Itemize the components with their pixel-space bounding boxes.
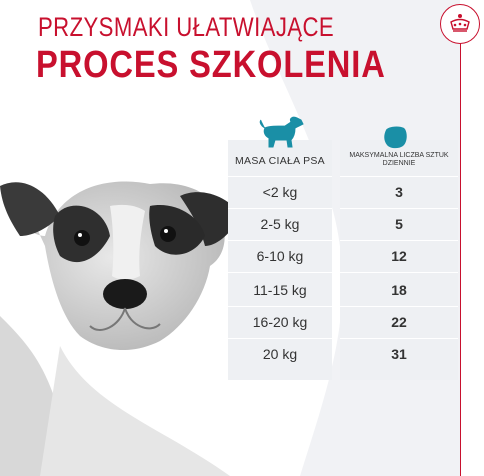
row-separator (228, 208, 332, 209)
row-separator (228, 338, 332, 339)
weight-cell: 16-20 kg (252, 314, 308, 330)
weight-cell: 11-15 kg (253, 282, 307, 298)
row-separator (340, 208, 458, 209)
daily-amount-column (340, 140, 458, 380)
crown-icon (450, 14, 470, 32)
weight-cell: 20 kg (262, 346, 298, 362)
weight-column (228, 140, 332, 380)
daily-amount-cell: 5 (395, 216, 403, 232)
row-separator (228, 176, 332, 177)
weight-header: MASA CIAŁA PSA (235, 155, 325, 167)
treat-icon (384, 126, 407, 149)
row-separator (340, 272, 458, 273)
brand-divider-line (460, 38, 461, 476)
heading-title: PROCES SZKOLENIA (36, 44, 386, 86)
daily-amount-cell: 3 (395, 184, 403, 200)
weight-cell: 2-5 kg (260, 216, 300, 232)
daily-amount-cell: 12 (391, 248, 407, 264)
row-separator (340, 240, 458, 241)
row-separator (340, 176, 458, 177)
dog-photo (0, 181, 240, 476)
brand-badge (440, 4, 480, 44)
dog-icon (259, 116, 304, 148)
row-separator (228, 306, 332, 307)
daily-amount-cell: 22 (391, 314, 407, 330)
daily-amount-cell: 31 (391, 346, 407, 362)
row-separator (340, 338, 458, 339)
heading-subtitle: PRZYSMAKI UŁATWIAJĄCE (38, 12, 335, 42)
row-separator (340, 306, 458, 307)
row-separator (228, 272, 332, 273)
daily-amount-header: MAKSYMALNA LICZBA SZTUK DZIENNIE (349, 152, 449, 167)
daily-amount-cell: 18 (391, 282, 407, 298)
weight-cell: 6-10 kg (256, 248, 304, 264)
row-separator (228, 240, 332, 241)
weight-cell: <2 kg (262, 184, 298, 200)
